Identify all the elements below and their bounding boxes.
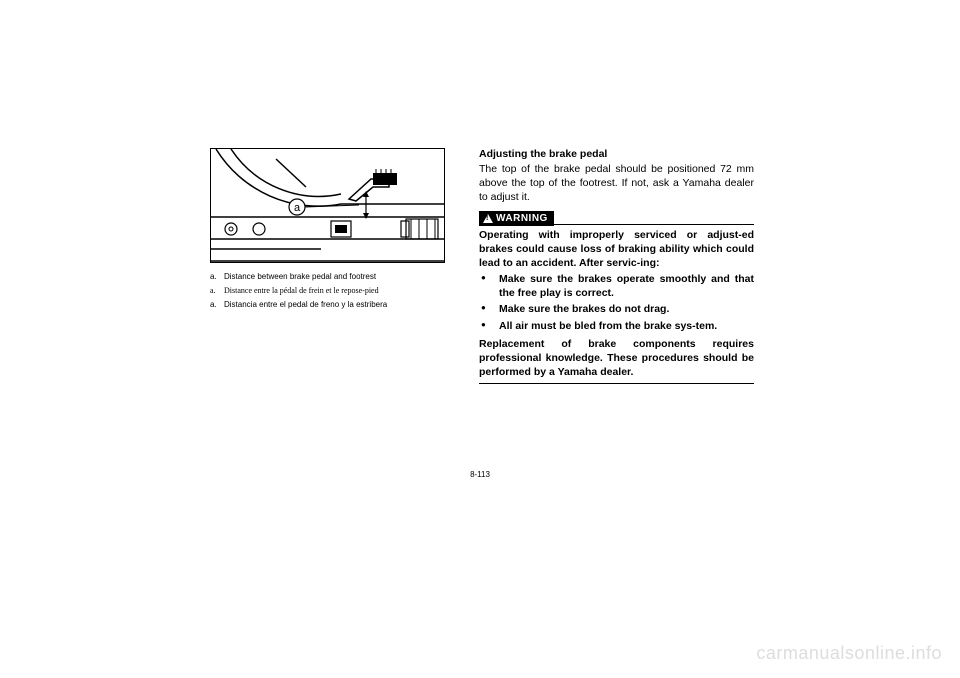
content-area: a a. Distance between brake pedal and fo…: [210, 148, 770, 384]
warning-label: WARNING: [496, 213, 548, 224]
warning-bullet-list: Make sure the brakes operate smoothly an…: [479, 272, 754, 333]
caption-en: a. Distance between brake pedal and foot…: [210, 271, 445, 282]
warning-bullet: All air must be bled from the brake sys-…: [495, 319, 754, 333]
watermark-text: carmanualsonline.info: [756, 643, 942, 664]
caption-text: Distance entre la pédal de frein et le r…: [224, 285, 379, 296]
warning-intro: Operating with improperly serviced or ad…: [479, 228, 754, 271]
left-column: a a. Distance between brake pedal and fo…: [210, 148, 445, 384]
caption-letter: a.: [210, 285, 224, 296]
manual-page: a a. Distance between brake pedal and fo…: [0, 0, 960, 678]
brake-pedal-diagram: a: [210, 148, 445, 263]
caption-text: Distance between brake pedal and footres…: [224, 271, 376, 282]
warning-badge: WARNING: [479, 211, 554, 226]
diagram-label-a: a: [294, 202, 301, 214]
caption-es: a. Distancia entre el pedal de freno y l…: [210, 299, 445, 310]
diagram-captions: a. Distance between brake pedal and foot…: [210, 271, 445, 311]
warning-header: WARNING: [479, 211, 754, 226]
warning-rule: [554, 224, 754, 225]
section-heading: Adjusting the brake pedal: [479, 148, 754, 160]
caption-letter: a.: [210, 271, 224, 282]
warning-triangle-icon: [483, 214, 493, 223]
closing-rule: [479, 383, 754, 384]
warning-bullet: Make sure the brakes do not drag.: [495, 302, 754, 316]
caption-fr: a. Distance entre la pédal de frein et l…: [210, 285, 445, 296]
right-column: Adjusting the brake pedal The top of the…: [479, 148, 754, 384]
warning-closing: Replacement of brake components requires…: [479, 337, 754, 380]
warning-bullet: Make sure the brakes operate smoothly an…: [495, 272, 754, 300]
page-number: 8-113: [0, 470, 960, 479]
intro-paragraph: The top of the brake pedal should be pos…: [479, 162, 754, 205]
caption-letter: a.: [210, 299, 224, 310]
caption-text: Distancia entre el pedal de freno y la e…: [224, 299, 387, 310]
